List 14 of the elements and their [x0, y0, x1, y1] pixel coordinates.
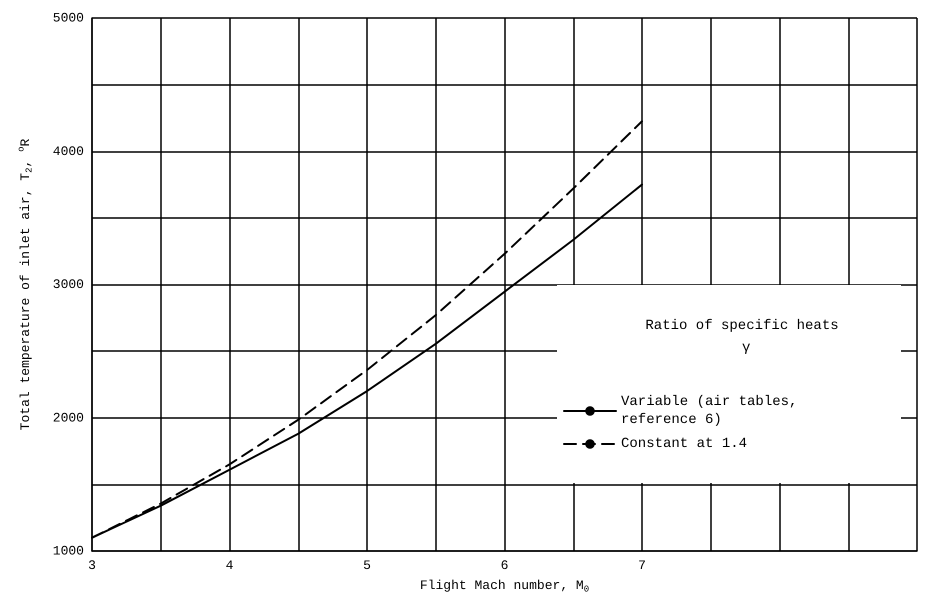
legend-title: Ratio of specific heats γ [645, 318, 839, 356]
y-axis-title: Total temperature of inlet air, T2, oR [16, 138, 34, 430]
y-tick-label: 1000 [52, 544, 84, 558]
y-tick-label: 4000 [52, 144, 84, 159]
x-tick-label: 7 [638, 558, 646, 573]
x-tick-label: 6 [500, 558, 508, 573]
y-tick-label: 3000 [52, 277, 84, 292]
y-tick-label: 2000 [52, 410, 84, 426]
y-tick-label: 5000 [52, 10, 84, 26]
x-tick-label: 3 [88, 558, 96, 573]
x-tick-label: 4 [226, 558, 234, 573]
legend-label: Constant at 1.4 [621, 436, 748, 452]
x-tick-label: 5 [363, 558, 371, 573]
legend-label: Variable (air tables, reference 6) [621, 394, 806, 428]
